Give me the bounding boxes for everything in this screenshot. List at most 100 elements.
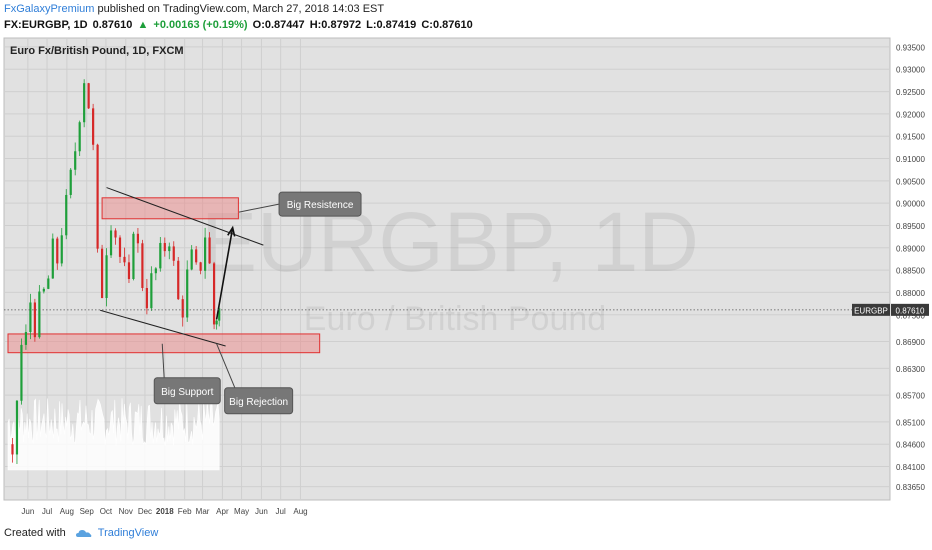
annotations: Big Resistence Big Support Big Rejection <box>153 191 362 415</box>
price-chart[interactable]: EURGBP, 1D Euro / British Pound Big Resi… <box>0 36 932 516</box>
candle-body <box>215 320 218 325</box>
candle-body <box>172 246 175 261</box>
candle-body <box>24 332 28 345</box>
volume-area <box>7 398 220 471</box>
price-tag: EURGBP 0.87610 <box>4 303 929 316</box>
y-axis: 0.93500 0.93000 0.92500 0.92000 0.91500 0.910… <box>896 43 925 492</box>
trendlines <box>100 187 264 347</box>
price-change: +0.00163 (+0.19%) <box>153 19 248 31</box>
x-tick-label: Oct <box>100 507 113 516</box>
candle-body <box>163 242 166 252</box>
annotation-box <box>224 387 294 415</box>
x-tick-label: Aug <box>60 507 74 516</box>
candle-body <box>145 288 148 309</box>
candle-body <box>60 235 63 264</box>
y-tick-label: 0.84600 <box>896 441 925 450</box>
x-tick-label: Jun <box>21 507 34 516</box>
publish-header: FxGalaxyPremium published on TradingView… <box>4 3 384 15</box>
chart-title: Euro Fx/British Pound, 1D, FXCM <box>10 45 184 57</box>
publish-info: published on TradingView.com, March 27, … <box>97 3 385 15</box>
candle-body <box>83 83 86 123</box>
annotation-label: Big Rejection <box>229 397 288 408</box>
candle-body <box>127 262 131 280</box>
candle-body <box>150 273 153 309</box>
watermark-name: Euro / British Pound <box>304 300 606 338</box>
y-tick-label: 0.90500 <box>896 177 925 186</box>
candle-body <box>105 255 108 298</box>
candle-body <box>141 243 144 289</box>
watermark-symbol: EURGBP, 1D <box>201 195 699 289</box>
created-with-label: Created with <box>4 527 66 539</box>
candle-body <box>56 238 59 264</box>
y-tick-label: 0.85100 <box>896 418 925 427</box>
candle-body <box>92 108 95 145</box>
price-symbol-box <box>852 303 890 316</box>
x-tick-label: Jul <box>276 507 286 516</box>
candle-body <box>218 308 221 321</box>
y-tick-label: 0.86300 <box>896 365 925 374</box>
candle-body <box>20 344 23 401</box>
candle-body <box>136 233 140 244</box>
y-tick-label: 0.91500 <box>896 133 925 142</box>
candle-body <box>154 268 157 274</box>
annotation-pointer <box>161 343 165 378</box>
x-tick-label: May <box>234 507 249 516</box>
annotation-pointer <box>216 343 236 388</box>
volume-bars <box>7 398 220 471</box>
x-axis: Jun Jul Aug Sep Oct Nov Dec 2018 Feb Mar Apr May Jun… <box>21 507 307 516</box>
x-tick-label: Apr <box>216 507 229 516</box>
candle-body <box>74 151 77 170</box>
x-tick-label: Mar <box>196 507 210 516</box>
candle-body <box>123 256 126 263</box>
x-tick-label: 2018 <box>156 507 174 516</box>
annotation-box <box>278 191 362 217</box>
candle-body <box>132 233 135 280</box>
candle-body <box>208 237 211 264</box>
candle-body <box>33 302 36 338</box>
projection-arrow <box>215 227 234 320</box>
candle-body <box>96 144 99 249</box>
trendline <box>106 187 264 246</box>
x-tick-label: Jul <box>42 507 52 516</box>
x-tick-label: Dec <box>138 507 152 516</box>
price-value-label: 0.87610 <box>896 306 925 315</box>
resistance-zone <box>101 197 239 220</box>
tradingview-logo-icon <box>75 530 92 537</box>
high-value: H:0.87972 <box>309 19 362 31</box>
candle-body <box>212 263 216 325</box>
candle-body <box>51 238 54 279</box>
y-tick-label: 0.93500 <box>896 43 925 52</box>
candle-body <box>100 248 104 298</box>
candle-body <box>118 237 122 257</box>
annotation-pointer <box>238 203 280 213</box>
x-tick-label: Feb <box>178 507 192 516</box>
footer: Created with TradingView <box>4 527 158 539</box>
zones <box>7 197 321 354</box>
price-symbol-label: EURGBP <box>854 306 888 315</box>
y-tick-label: 0.90000 <box>896 200 925 209</box>
author-link[interactable]: FxGalaxyPremium <box>4 3 95 15</box>
annotation-box <box>153 377 221 405</box>
candle-body <box>168 246 171 252</box>
y-tick-label: 0.92000 <box>896 110 925 119</box>
candle-body <box>69 169 72 195</box>
x-tick-label: Nov <box>119 507 133 516</box>
price-value-box <box>891 303 929 316</box>
candle-body <box>195 249 198 263</box>
y-tick-label: 0.92500 <box>896 88 925 97</box>
y-tick-label: 0.84100 <box>896 463 925 472</box>
arrow-head-icon <box>227 225 236 237</box>
trendline <box>100 309 226 347</box>
candle-body <box>159 242 162 269</box>
candle-body <box>47 278 50 289</box>
tradingview-link[interactable]: TradingView <box>97 527 159 539</box>
y-tick-label: 0.85700 <box>896 392 925 401</box>
candle-body <box>181 299 184 318</box>
candle-body <box>204 237 207 271</box>
candle-body <box>15 400 19 455</box>
chart-container[interactable]: EURGBP, 1D Euro / British Pound Big Resi… <box>0 36 932 516</box>
x-tick-label: Sep <box>80 507 95 516</box>
close-value: C:0.87610 <box>421 19 473 31</box>
y-tick-label: 0.88000 <box>896 289 925 298</box>
y-tick-label: 0.88500 <box>896 267 925 276</box>
